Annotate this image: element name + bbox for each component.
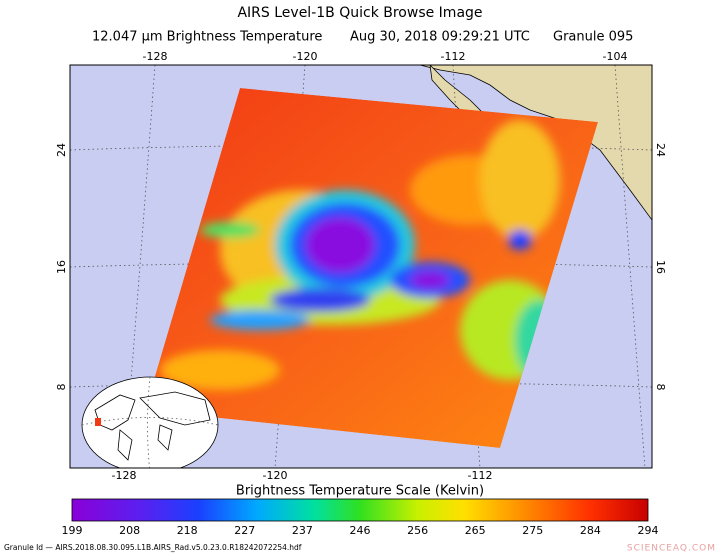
title: AIRS Level-1B Quick Browse Image [237, 5, 482, 21]
colorbar [71, 498, 649, 522]
subtitle-band: 12.047 μm Brightness Temperature [92, 30, 322, 45]
top-lon-label: -112 [441, 50, 466, 63]
colorbar-tick-label: 275 [522, 524, 543, 537]
map [70, 65, 652, 468]
map-labels: -128 -120 -112 -104 -128 -120 -112 24 16 8 24 16 8 [55, 50, 667, 482]
inset-globe [81, 376, 219, 468]
bottom-lon-label: -128 [112, 469, 137, 482]
colorbar-ticks: 199 208 218 227 237 246 256 265 275 284 294 [62, 524, 659, 537]
land-mainland [419, 65, 652, 221]
colorbar-title: Brightness Temperature Scale (Kelvin) [236, 484, 484, 499]
colorbar-tick-label: 208 [119, 524, 140, 537]
colorbar-tick-label: 246 [350, 524, 371, 537]
colorbar-tick-label: 265 [465, 524, 486, 537]
bottom-lon-label: -120 [263, 469, 288, 482]
colorbar-tick-label: 237 [292, 524, 313, 537]
top-lon-label: -104 [603, 50, 628, 63]
map-frame [69, 64, 653, 469]
colorbar-tick-label: 256 [407, 524, 428, 537]
watermark: SCIENCEAQ.COM [627, 544, 716, 554]
granule-id: Granule Id — AIRS.2018.08.30.095.L1B.AIR… [4, 543, 302, 552]
colorbar-tick-label: 199 [62, 524, 83, 537]
colorbar-tick-label: 294 [638, 524, 659, 537]
left-lat-label: 8 [55, 384, 68, 391]
colorbar-tick-label: 227 [234, 524, 255, 537]
colorbar-tick-label: 284 [580, 524, 601, 537]
bottom-lon-label: -112 [468, 469, 493, 482]
subtitle-date: Aug 30, 2018 09:29:21 UTC [350, 30, 530, 45]
top-lon-label: -120 [293, 50, 318, 63]
left-lat-label: 16 [55, 260, 68, 274]
top-lon-label: -128 [143, 50, 168, 63]
right-lat-label: 16 [654, 260, 667, 274]
colorbar-tick-label: 218 [177, 524, 198, 537]
swath [145, 88, 598, 448]
right-lat-label: 24 [654, 143, 667, 157]
subtitle-granule: Granule 095 [553, 30, 633, 45]
right-lat-label: 8 [654, 384, 667, 391]
left-lat-label: 24 [55, 143, 68, 157]
